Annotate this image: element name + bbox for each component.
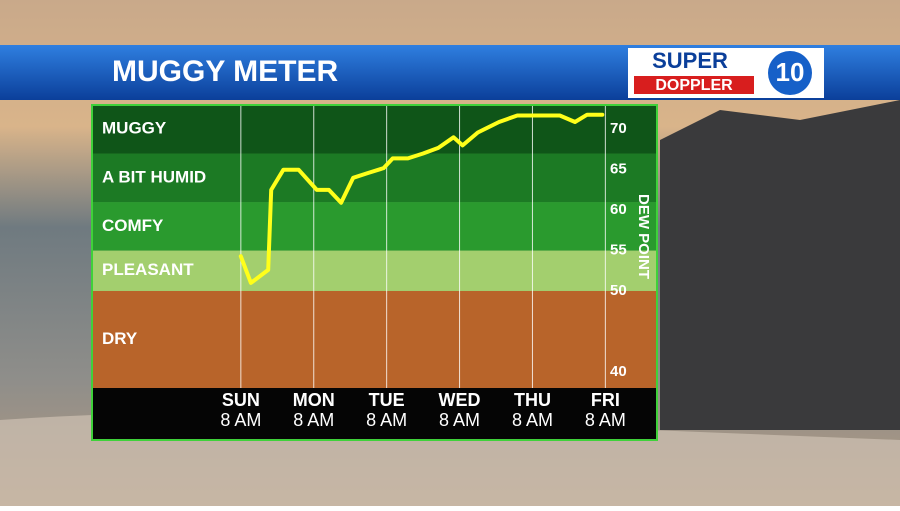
title: MUGGY METER (112, 55, 338, 88)
y-tick-label: 50 (610, 282, 627, 299)
zone (92, 153, 657, 203)
logo-badge (768, 51, 812, 95)
x-tick-sublabel: 8 AM (293, 410, 334, 430)
y-tick-label: 70 (610, 120, 627, 137)
y-tick-label: 40 (610, 363, 627, 380)
y-tick-label: 60 (610, 201, 627, 218)
x-tick-sublabel: 8 AM (366, 410, 407, 430)
x-tick-sublabel: 8 AM (439, 410, 480, 430)
x-tick-label: MON (293, 390, 335, 410)
plot: DRY PLEASANT COMFY A BIT HUMID MUGGY 40 50 55 60… (91, 104, 658, 441)
zone (92, 290, 657, 388)
logo-number: 10 (776, 57, 805, 87)
y-tick-label: 55 (610, 242, 627, 259)
logo-bottom: DOPPLER (655, 77, 733, 94)
logo-top: SUPER (652, 48, 728, 73)
x-tick-label: SUN (222, 390, 260, 410)
zone (92, 202, 657, 251)
plot-border (91, 104, 658, 441)
y-axis-label: DEW POINT (635, 194, 652, 279)
zone-label: PLEASANT (102, 260, 194, 279)
zone-label: A BIT HUMID (102, 167, 206, 186)
zone (92, 105, 657, 154)
x-tick-label: TUE (369, 390, 405, 410)
y-tick-label: 65 (610, 161, 627, 178)
logo-band (634, 76, 754, 94)
zone-label: COMFY (102, 216, 164, 235)
x-tick-sublabel: 8 AM (512, 410, 553, 430)
zone-label: MUGGY (102, 119, 167, 138)
x-axis-strip (92, 388, 657, 440)
x-tick-label: THU (514, 390, 551, 410)
zone (92, 250, 657, 291)
x-tick-label: FRI (591, 390, 620, 410)
x-tick-sublabel: 8 AM (585, 410, 626, 430)
x-tick-sublabel: 8 AM (220, 410, 261, 430)
x-tick-label: WED (439, 390, 481, 410)
zone-label: DRY (102, 329, 138, 348)
rocks (660, 100, 900, 430)
dew-point-line (238, 112, 605, 285)
